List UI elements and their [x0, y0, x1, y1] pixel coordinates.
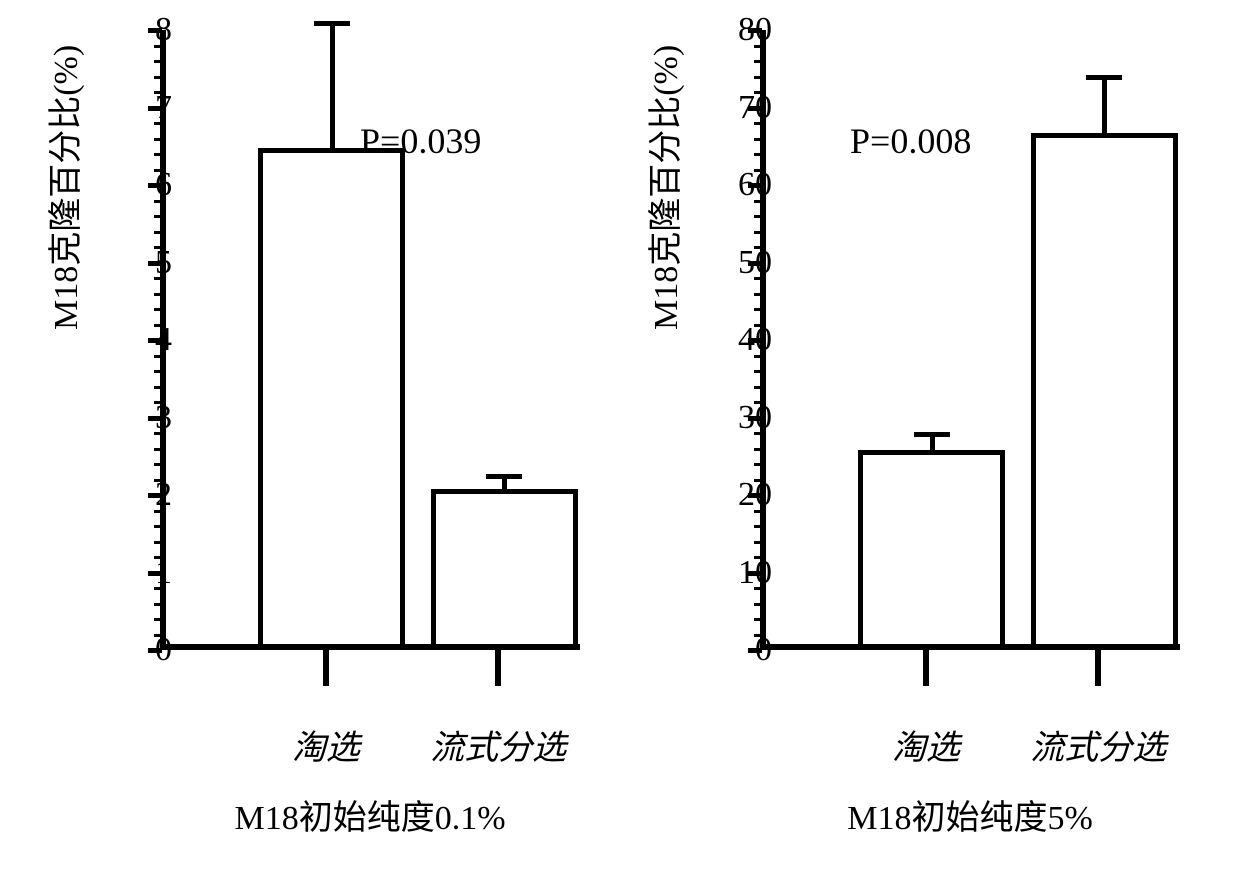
x-tick-label: 流式分选 [430, 720, 566, 769]
error-bar [1102, 78, 1107, 132]
y-tick-label: 6 [112, 166, 172, 204]
y-tick-label: 2 [112, 476, 172, 514]
bar [258, 148, 405, 644]
y-minor-tick [154, 603, 162, 606]
y-tick-label: 3 [112, 399, 172, 437]
y-minor-tick [754, 60, 762, 63]
y-minor-tick [754, 370, 762, 373]
x-tick [1095, 646, 1101, 686]
y-tick-label: 7 [112, 89, 172, 127]
x-tick-label: 流式分选 [1030, 720, 1166, 769]
error-bar [330, 24, 335, 148]
error-bar-cap [314, 21, 350, 26]
right-chart-panel: M18克隆百分比(%) P=0.008 M18初始纯度5% 0 10 20 30 40 5… [630, 20, 1210, 860]
x-tick [323, 646, 329, 686]
y-tick-label: 30 [712, 399, 772, 437]
x-tick [495, 646, 501, 686]
y-minor-tick [754, 541, 762, 544]
y-tick-label: 10 [712, 554, 772, 592]
y-minor-tick [154, 76, 162, 79]
y-minor-tick [754, 138, 762, 141]
y-tick-label: 40 [712, 321, 772, 359]
y-minor-tick [754, 618, 762, 621]
error-bar [930, 435, 935, 451]
y-tick-label: 80 [712, 11, 772, 49]
bar [1031, 133, 1178, 645]
y-minor-tick [754, 293, 762, 296]
y-minor-tick [154, 215, 162, 218]
y-minor-tick [754, 215, 762, 218]
y-tick-label: 4 [112, 321, 172, 359]
y-minor-tick [754, 463, 762, 466]
error-bar-cap [914, 432, 950, 437]
left-p-value: P=0.039 [360, 120, 481, 162]
x-tick-label: 淘选 [292, 720, 360, 769]
left-subtitle: M18初始纯度0.1% [234, 790, 505, 839]
y-tick-label: 60 [712, 166, 772, 204]
bar [858, 450, 1005, 644]
y-minor-tick [754, 308, 762, 311]
y-minor-tick [154, 138, 162, 141]
y-minor-tick [154, 448, 162, 451]
error-bar-cap [486, 474, 522, 479]
y-minor-tick [154, 153, 162, 156]
y-minor-tick [154, 60, 162, 63]
y-minor-tick [754, 603, 762, 606]
y-minor-tick [154, 231, 162, 234]
y-minor-tick [754, 76, 762, 79]
y-tick-label: 0 [112, 631, 172, 669]
y-tick-label: 20 [712, 476, 772, 514]
right-y-axis-label: M18克隆百分比(%) [638, 45, 687, 330]
y-minor-tick [154, 618, 162, 621]
y-minor-tick [154, 308, 162, 311]
right-p-value: P=0.008 [850, 120, 971, 162]
bar [431, 489, 578, 644]
y-tick-label: 1 [112, 554, 172, 592]
y-tick-label: 50 [712, 244, 772, 282]
error-bar-cap [1086, 75, 1122, 80]
y-tick-label: 5 [112, 244, 172, 282]
x-tick-label: 淘选 [892, 720, 960, 769]
y-minor-tick [154, 541, 162, 544]
y-minor-tick [154, 525, 162, 528]
y-minor-tick [754, 525, 762, 528]
y-tick-label: 8 [112, 11, 172, 49]
right-subtitle: M18初始纯度5% [847, 790, 1093, 839]
y-minor-tick [754, 448, 762, 451]
y-minor-tick [154, 370, 162, 373]
y-minor-tick [154, 463, 162, 466]
y-minor-tick [754, 153, 762, 156]
y-tick-label: 70 [712, 89, 772, 127]
y-minor-tick [154, 293, 162, 296]
left-chart-panel: M18克隆百分比(%) P=0.039 M18初始纯度0.1% 0 1 2 3 4 5 6 7… [30, 20, 610, 860]
y-minor-tick [754, 231, 762, 234]
y-minor-tick [154, 386, 162, 389]
y-tick-label: 0 [712, 631, 772, 669]
left-y-axis-label: M18克隆百分比(%) [38, 45, 87, 330]
x-tick [923, 646, 929, 686]
y-minor-tick [754, 386, 762, 389]
